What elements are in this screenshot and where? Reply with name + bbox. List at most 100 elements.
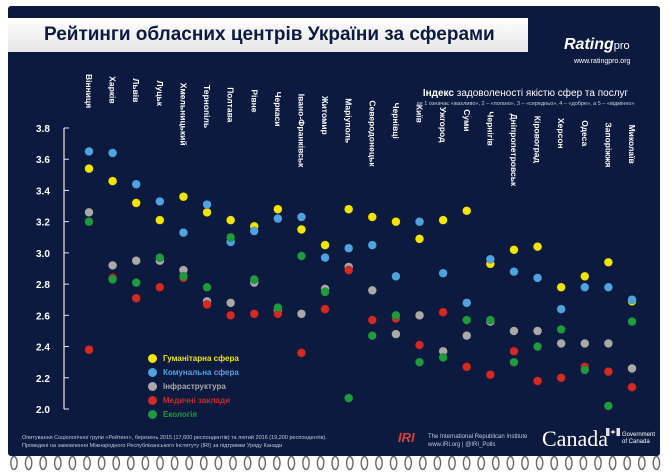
data-point <box>84 164 94 174</box>
data-point <box>391 271 401 281</box>
data-point <box>485 315 495 325</box>
spiral-ring <box>375 456 383 471</box>
spiral-ring <box>448 456 456 471</box>
legend-swatch <box>148 409 157 419</box>
category-label: Харків <box>108 76 118 103</box>
spiral-ring <box>360 456 369 471</box>
data-point <box>296 348 307 358</box>
spiral-ring <box>418 456 427 471</box>
title-bar: Рейтинги обласних центрів України за сфе… <box>8 18 528 52</box>
y-tick-label: 2.2 <box>36 374 50 385</box>
data-point <box>509 245 519 255</box>
y-tick-label: 3.0 <box>36 249 50 260</box>
legend-label: Гуманітарна сфера <box>163 353 239 363</box>
spiral-ring <box>24 456 33 471</box>
data-point <box>556 324 566 334</box>
data-point <box>462 206 472 216</box>
data-point <box>84 345 94 355</box>
data-point <box>178 271 188 281</box>
data-point <box>344 393 354 403</box>
data-point <box>131 278 141 288</box>
data-point <box>556 338 566 348</box>
footer-line-1: Опитування Соціологічної групи «Рейтинг»… <box>22 435 327 441</box>
chart-legend: Гуманітарна сфера Комунальна сфера Інфраст… <box>148 351 239 421</box>
data-point <box>533 326 543 336</box>
legend-label: Комунальна сфера <box>163 367 239 377</box>
category-label: Ужгород <box>438 107 448 143</box>
spiral-ring <box>10 456 18 471</box>
y-tick-label: 3.2 <box>36 218 50 229</box>
chart-subtitle: Індекс задоволеності якістю сфер та посл… <box>398 88 653 107</box>
data-point <box>580 282 590 292</box>
data-point <box>202 282 212 292</box>
data-point <box>462 362 472 372</box>
data-point <box>344 265 354 275</box>
data-point <box>462 331 472 341</box>
data-point <box>438 268 448 278</box>
spiral-ring <box>97 456 106 471</box>
spiral-ring <box>550 456 559 471</box>
legend-item: Інфраструктура <box>148 379 239 393</box>
gov-line-1: Government <box>622 432 656 438</box>
data-point <box>131 179 141 189</box>
legend-label: Медичні заклади <box>163 395 230 405</box>
data-point <box>155 215 165 225</box>
spiral-ring <box>433 456 442 471</box>
subtitle-scale-note: де 1 означає «жахливо», 2 – «погано», 3 … <box>416 101 635 107</box>
y-tick-label: 2.0 <box>36 405 50 416</box>
category-label: Київ <box>415 105 425 123</box>
spiral-ring <box>112 456 121 471</box>
category-label: Хмельницький <box>178 83 188 146</box>
spiral-ring <box>535 456 544 471</box>
spiral-ring <box>214 456 223 471</box>
spiral-ring <box>623 456 632 471</box>
data-point <box>296 309 307 319</box>
data-point <box>509 267 519 277</box>
data-point <box>296 212 307 222</box>
data-point <box>603 366 613 377</box>
data-point <box>509 326 519 336</box>
spiral-ring <box>331 456 340 471</box>
legend-swatch <box>148 381 157 391</box>
legend-item: Комунальна сфера <box>148 365 239 379</box>
category-label: Чернівці <box>391 103 401 139</box>
spiral-ring <box>68 456 77 471</box>
category-label: Полтава <box>226 87 236 122</box>
data-point <box>391 310 401 320</box>
gov-line-2: of Canada <box>622 439 650 445</box>
legend-item: Гуманітарна сфера <box>148 351 239 365</box>
data-point <box>249 226 259 236</box>
data-point <box>108 176 118 186</box>
spiral-ring <box>53 456 62 471</box>
data-point <box>202 207 212 217</box>
legend-item: Медичні заклади <box>148 393 239 407</box>
data-point <box>414 310 425 320</box>
subtitle-rest: задоволеності якістю сфер та послуг <box>453 88 629 99</box>
data-point <box>580 338 590 348</box>
data-point <box>533 342 543 352</box>
data-point <box>131 198 141 208</box>
category-label: Кіровоград <box>533 116 543 164</box>
data-point <box>367 212 377 222</box>
data-point <box>273 213 283 224</box>
data-point <box>580 365 590 375</box>
data-point <box>438 215 448 225</box>
data-point <box>509 357 519 367</box>
data-point <box>226 310 236 320</box>
y-tick-label: 3.6 <box>36 155 50 166</box>
y-tick-label: 2.4 <box>36 343 50 354</box>
data-point <box>155 253 165 263</box>
data-point <box>226 232 236 242</box>
data-point <box>603 282 613 292</box>
data-point <box>485 370 495 380</box>
data-point <box>556 373 566 383</box>
slide-background: Рейтинги обласних центрів України за сфе… <box>8 6 660 456</box>
spiral-ring <box>126 456 135 471</box>
data-point <box>155 196 165 206</box>
subtitle-main: Індекс задоволеності якістю сфер та посл… <box>398 88 653 99</box>
spiral-ring <box>477 456 486 471</box>
legend-swatch <box>148 367 157 377</box>
data-point <box>391 329 401 339</box>
spiral-ring <box>564 456 573 471</box>
